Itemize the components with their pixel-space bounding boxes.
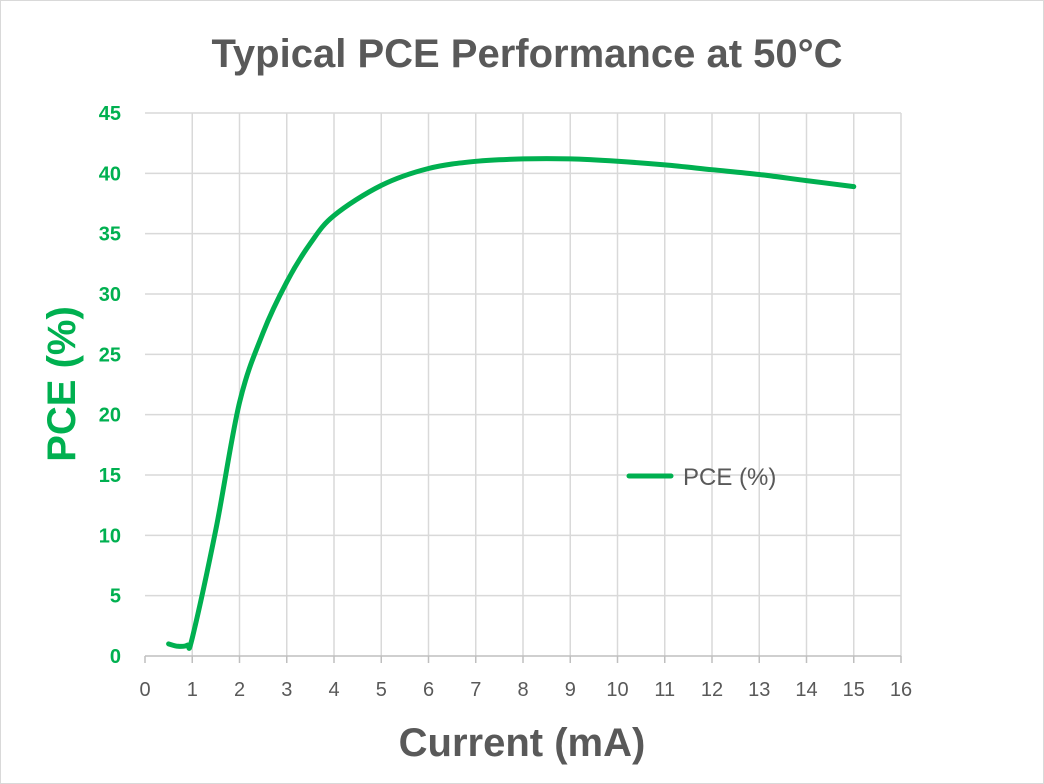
y-axis-label: PCE (%) <box>40 306 84 462</box>
y-tick-label: 20 <box>99 405 121 427</box>
series-layer <box>166 156 857 651</box>
x-tick-label: 11 <box>654 679 675 701</box>
x-tick-label: 3 <box>281 679 292 701</box>
x-tick-label: 4 <box>328 679 339 701</box>
x-tick-label: 6 <box>423 679 434 701</box>
x-tick-label: 5 <box>376 679 387 701</box>
x-tick-label: 12 <box>701 679 723 701</box>
y-tick-label: 45 <box>99 103 121 125</box>
x-tick-label: 0 <box>139 679 150 701</box>
tick-labels: 0 1 2 3 4 5 6 7 8 9 10 11 12 13 14 15 160510152025303540… <box>99 103 912 701</box>
y-tick-label: 10 <box>99 525 121 547</box>
y-tick-label: 5 <box>110 586 121 608</box>
x-tick-label: 7 <box>470 679 481 701</box>
y-tick-label: 40 <box>99 163 121 185</box>
x-axis-label: Current (mA) <box>399 721 646 765</box>
series-line-pce <box>166 156 857 651</box>
y-tick-label: 30 <box>99 284 121 306</box>
y-tick-label: 25 <box>99 344 121 366</box>
x-tick-label: 14 <box>795 679 817 701</box>
x-tick-label: 13 <box>748 679 770 701</box>
x-tick-label: 10 <box>606 679 628 701</box>
x-tick-label: 16 <box>890 679 912 701</box>
legend: PCE (%) <box>626 464 776 491</box>
x-tick-label: 15 <box>843 679 865 701</box>
x-tick-label: 1 <box>187 679 198 701</box>
y-tick-label: 15 <box>99 465 121 487</box>
legend-label: PCE (%) <box>683 464 776 491</box>
y-tick-label: 35 <box>99 224 121 246</box>
x-tick-label: 2 <box>234 679 245 701</box>
y-tick-label: 0 <box>110 646 121 668</box>
x-tick-label: 8 <box>517 679 528 701</box>
x-tick-label: 9 <box>565 679 576 701</box>
grid <box>145 112 902 656</box>
axes <box>144 655 902 663</box>
chart-title: Typical PCE Performance at 50°C <box>211 32 842 76</box>
